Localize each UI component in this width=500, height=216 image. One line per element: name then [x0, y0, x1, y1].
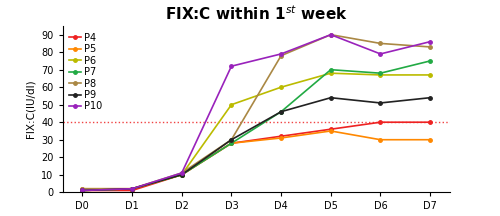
- P8: [129, 187, 135, 190]
- P6: [427, 74, 433, 76]
- P4: [80, 189, 86, 192]
- P6: [178, 173, 184, 176]
- Line: P8: P8: [80, 33, 432, 191]
- P7: [378, 72, 384, 75]
- P5: [378, 138, 384, 141]
- P6: [129, 187, 135, 190]
- P5: [129, 187, 135, 190]
- P9: [328, 96, 334, 99]
- P4: [129, 189, 135, 192]
- P9: [228, 138, 234, 141]
- P8: [80, 187, 86, 190]
- P10: [129, 187, 135, 190]
- P8: [278, 54, 284, 57]
- P5: [228, 142, 234, 145]
- P8: [378, 42, 384, 45]
- P6: [328, 72, 334, 75]
- Line: P7: P7: [80, 59, 432, 192]
- P6: [278, 86, 284, 89]
- P5: [427, 138, 433, 141]
- P10: [328, 33, 334, 36]
- P4: [228, 142, 234, 145]
- P7: [228, 142, 234, 145]
- P10: [80, 189, 86, 192]
- Line: P9: P9: [80, 96, 432, 192]
- Line: P4: P4: [80, 121, 432, 192]
- P9: [278, 110, 284, 113]
- P8: [178, 172, 184, 174]
- P7: [129, 187, 135, 190]
- P5: [80, 187, 86, 190]
- P4: [378, 121, 384, 124]
- P9: [129, 187, 135, 190]
- P4: [427, 121, 433, 124]
- P9: [427, 96, 433, 99]
- P6: [378, 74, 384, 76]
- Y-axis label: FIX:C(IU/dl): FIX:C(IU/dl): [26, 80, 36, 138]
- P10: [278, 53, 284, 55]
- Line: P6: P6: [80, 71, 432, 192]
- P6: [80, 189, 86, 192]
- P8: [427, 46, 433, 48]
- P5: [278, 137, 284, 139]
- P10: [378, 53, 384, 55]
- P7: [178, 173, 184, 176]
- P6: [228, 103, 234, 106]
- P8: [228, 138, 234, 141]
- Line: P10: P10: [80, 33, 432, 192]
- P7: [80, 189, 86, 192]
- P9: [178, 173, 184, 176]
- P4: [278, 135, 284, 138]
- Title: FIX:C within 1$^{st}$ week: FIX:C within 1$^{st}$ week: [165, 5, 348, 23]
- P7: [278, 110, 284, 113]
- P5: [178, 173, 184, 176]
- P9: [378, 102, 384, 104]
- P10: [178, 172, 184, 174]
- P4: [178, 173, 184, 176]
- P7: [427, 60, 433, 62]
- Line: P5: P5: [80, 129, 432, 191]
- P9: [80, 189, 86, 192]
- P5: [328, 130, 334, 132]
- P10: [427, 40, 433, 43]
- Legend: P4, P5, P6, P7, P8, P9, P10: P4, P5, P6, P7, P8, P9, P10: [68, 31, 104, 113]
- P7: [328, 68, 334, 71]
- P4: [328, 128, 334, 130]
- P8: [328, 33, 334, 36]
- P10: [228, 65, 234, 67]
